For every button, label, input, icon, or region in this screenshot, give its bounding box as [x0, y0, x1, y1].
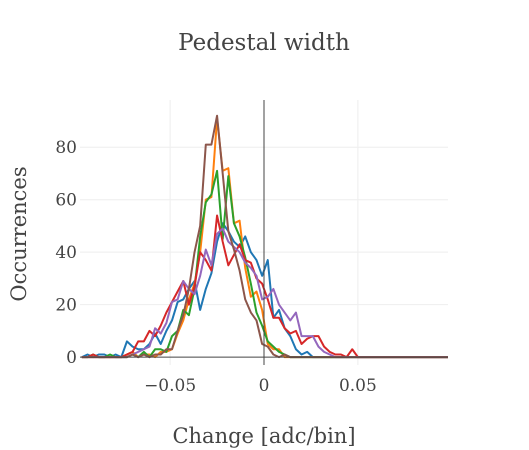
- axes: 0 20 40 60 80 −0.05 0 0.05: [55, 100, 448, 396]
- y-tick-label: 40: [55, 243, 77, 263]
- series-layer: [81, 114, 448, 359]
- y-tick-label: 0: [66, 348, 77, 368]
- y-tick-label: 80: [55, 138, 77, 158]
- y-axis-label: Occurrences: [7, 166, 31, 301]
- x-tick-label: 0: [259, 376, 270, 396]
- x-axis-label: Change [adc/bin]: [172, 424, 355, 448]
- series-line-2: [81, 117, 448, 359]
- x-tick-label: −0.05: [144, 376, 196, 396]
- x-tick-label: 0.05: [339, 376, 377, 396]
- y-tick-label: 60: [55, 191, 77, 211]
- y-tick-label: 20: [55, 296, 77, 316]
- chart-title: Pedestal width: [178, 30, 350, 56]
